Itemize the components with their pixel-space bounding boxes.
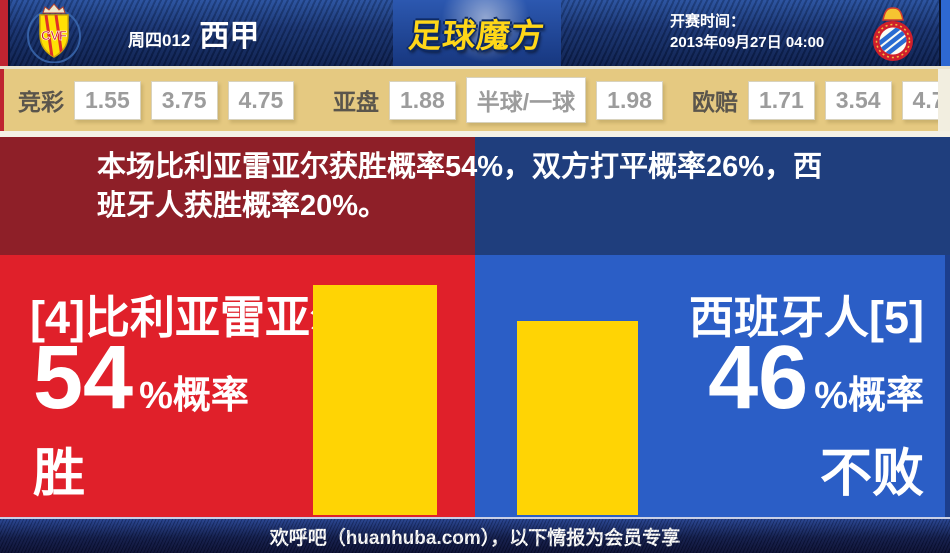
odds-group-jingcai: 竞彩 1.55 3.75 4.75 [18, 69, 295, 131]
left-red-edge-strip [0, 0, 10, 66]
oupei-away-odds[interactable]: 4.77 [901, 80, 950, 120]
banner-red-half [0, 137, 475, 255]
odds-bar: 竞彩 1.55 3.75 4.75 亚盘 1.88 半球/一球 1.98 欧赔 … [0, 66, 950, 131]
home-team-panel: [4]比利亚雷亚尔 54 %概率 胜 [0, 255, 475, 517]
odds-group-yapan: 亚盘 1.88 半球/一球 1.98 [333, 69, 663, 131]
away-team-name: 西班牙人[5] [689, 292, 924, 343]
away-probability-value: 46 [708, 328, 809, 428]
kickoff-info: 开赛时间： 2013年09月27日 04:00 [670, 11, 824, 53]
probability-summary-banner: 本场比利亚雷亚尔获胜概率54%，双方打平概率26%，西 班牙人获胜概率20%。 [0, 137, 950, 255]
oupei-home-odds[interactable]: 1.71 [748, 80, 815, 120]
match-header: CVF 周四012 西甲 足球魔方 开赛时间： 2013年09月27日 04:0… [0, 0, 950, 66]
brand-logo: 足球魔方 [406, 17, 547, 54]
horizontal-divider [0, 131, 950, 137]
kickoff-label: 开赛时间： [670, 13, 746, 30]
yapan-label: 亚盘 [333, 89, 379, 115]
home-probability-bar [313, 285, 437, 515]
team-comparison-panels: [4]比利亚雷亚尔 54 %概率 胜 西班牙人[5] 46 %概率 不败 [0, 255, 950, 517]
home-probability-suffix: %概率 [139, 375, 249, 417]
yapan-handicap[interactable]: 半球/一球 [465, 77, 587, 123]
home-outcome-label: 胜 [33, 445, 86, 503]
odds-group-oupei: 欧赔 1.71 3.54 4.77 [692, 69, 950, 131]
oupei-draw-odds[interactable]: 3.54 [824, 80, 892, 120]
away-probability: 46 %概率 [708, 333, 924, 423]
league-name: 西甲 [199, 20, 260, 53]
jingcai-label: 竞彩 [18, 89, 64, 115]
home-team-name: [4]比利亚雷亚尔 [30, 292, 355, 343]
espanyol-crest-icon [873, 7, 913, 61]
villarreal-crest-icon: CVF [27, 3, 81, 63]
right-blue-edge-strip [939, 0, 950, 66]
home-probability: 54 %概率 [33, 333, 249, 423]
site-footer: 欢呼吧（huanhuba.com），以下情报为会员专享 [0, 517, 950, 553]
oupei-label: 欧赔 [692, 89, 738, 115]
away-outcome-label: 不败 [819, 445, 924, 503]
footer-promo-text: 欢呼吧（huanhuba.com），以下情报为会员专享 [269, 527, 681, 549]
away-probability-bar [517, 321, 638, 515]
jingcai-away-odds[interactable]: 4.75 [227, 80, 295, 120]
away-team-panel: 西班牙人[5] 46 %概率 不败 [475, 255, 950, 517]
yapan-home-odds[interactable]: 1.88 [389, 80, 456, 120]
match-info: 周四012 西甲 [128, 11, 259, 55]
home-probability-value: 54 [33, 328, 134, 428]
villarreal-crest-initials: CVF [41, 28, 67, 43]
jingcai-draw-odds[interactable]: 3.75 [150, 80, 218, 120]
banner-blue-half [475, 137, 950, 255]
away-probability-suffix: %概率 [814, 375, 924, 417]
match-number-label: 周四012 [128, 31, 191, 50]
probability-summary-text: 本场比利亚雷亚尔获胜概率54%，双方打平概率26%，西 班牙人获胜概率20%。 [97, 151, 823, 222]
yapan-away-odds[interactable]: 1.98 [596, 80, 663, 120]
kickoff-time: 2013年09月27日 04:00 [670, 34, 825, 51]
brand-panel: 足球魔方 [393, 0, 561, 66]
jingcai-home-odds[interactable]: 1.55 [74, 80, 141, 120]
